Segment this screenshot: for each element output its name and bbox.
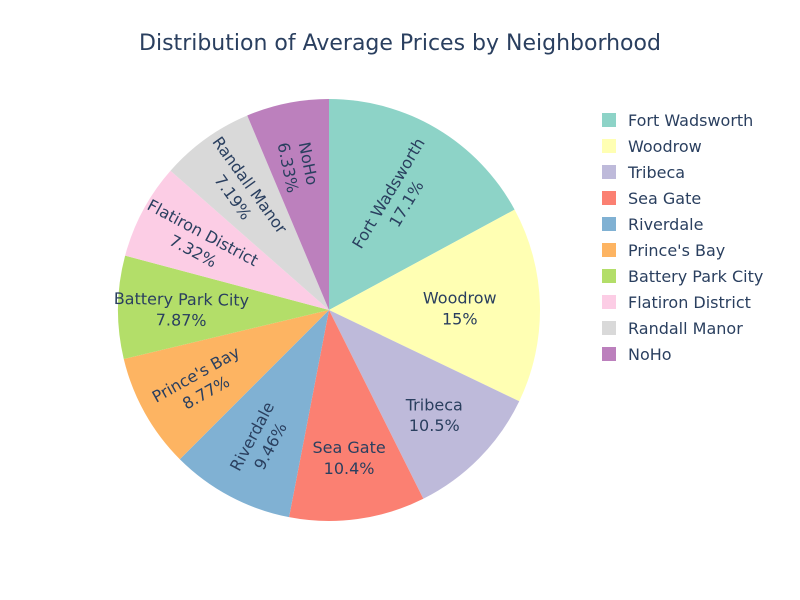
legend-label: Randall Manor bbox=[628, 319, 743, 338]
legend-item-fort-wadsworth[interactable]: Fort Wadsworth bbox=[602, 111, 753, 130]
legend-label: Battery Park City bbox=[628, 267, 763, 286]
legend-label: Woodrow bbox=[628, 137, 702, 156]
legend-label: Fort Wadsworth bbox=[628, 111, 753, 130]
pie-slice-sea-gate bbox=[289, 310, 424, 521]
legend-label: Flatiron District bbox=[628, 293, 751, 312]
legend-swatch bbox=[602, 113, 616, 127]
slice-label-battery-park-city: Battery Park City7.87% bbox=[113, 289, 249, 331]
legend-swatch bbox=[602, 191, 616, 205]
slice-label-woodrow: Woodrow 15% bbox=[423, 289, 497, 329]
legend-item-woodrow[interactable]: Woodrow bbox=[602, 137, 702, 156]
legend-label: Sea Gate bbox=[628, 189, 701, 208]
legend-item-riverdale[interactable]: Riverdale bbox=[602, 215, 703, 234]
pie-slice-tribeca bbox=[329, 310, 520, 499]
pie-slice-woodrow bbox=[329, 209, 540, 402]
pie-slice-prince-s-bay bbox=[123, 310, 329, 460]
legend-swatch bbox=[602, 347, 616, 361]
legend-swatch bbox=[602, 295, 616, 309]
legend-label: Prince's Bay bbox=[628, 241, 725, 260]
legend-swatch bbox=[602, 321, 616, 335]
pie-slice-flatiron-district bbox=[125, 170, 329, 310]
legend-item-randall-manor[interactable]: Randall Manor bbox=[602, 319, 743, 338]
legend-label: NoHo bbox=[628, 345, 672, 364]
legend-label: Tribeca bbox=[627, 163, 685, 182]
legend-swatch bbox=[602, 165, 616, 179]
legend-item-flatiron-district[interactable]: Flatiron District bbox=[602, 293, 751, 312]
legend-item-tribeca[interactable]: Tribeca bbox=[602, 163, 685, 182]
slice-label-sea-gate: Sea Gate 10.4% bbox=[312, 438, 385, 478]
chart-title: Distribution of Average Prices by Neighb… bbox=[139, 31, 661, 56]
pie-slice-battery-park-city bbox=[117, 255, 329, 359]
legend-label: Riverdale bbox=[628, 215, 703, 234]
pie-slice-fort-wadsworth bbox=[329, 99, 515, 310]
legend-item-sea-gate[interactable]: Sea Gate bbox=[602, 189, 701, 208]
pie-slice-riverdale bbox=[179, 310, 329, 518]
legend-swatch bbox=[602, 269, 616, 283]
legend-item-prince-s-bay[interactable]: Prince's Bay bbox=[602, 241, 725, 260]
pie-slice-randall-manor bbox=[170, 115, 329, 310]
slice-label-tribeca: Tribeca 10.5% bbox=[405, 395, 463, 435]
legend-swatch bbox=[602, 139, 616, 153]
pie-slices bbox=[117, 99, 540, 521]
slice-label-noho: NoHo6.33% bbox=[274, 137, 323, 195]
legend-swatch bbox=[602, 217, 616, 231]
pie-slice-noho bbox=[247, 99, 329, 310]
legend-item-noho[interactable]: NoHo bbox=[602, 345, 672, 364]
legend-item-battery-park-city[interactable]: Battery Park City bbox=[602, 267, 763, 286]
legend: Fort Wadsworth Woodrow Tribeca Sea Gate Rive… bbox=[602, 111, 763, 364]
legend-swatch bbox=[602, 243, 616, 257]
